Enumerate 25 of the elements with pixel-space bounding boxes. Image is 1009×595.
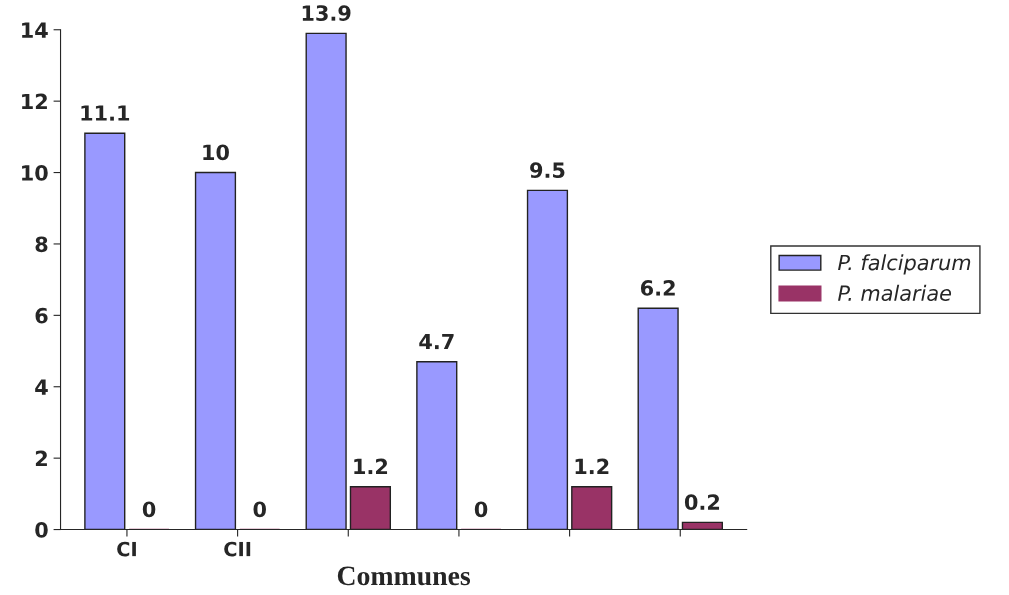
- data-label: 13.9: [302, 5, 351, 21]
- data-label: 1.2: [575, 458, 609, 475]
- x-tick-label: CII: [224, 541, 251, 557]
- data-label: 9.5: [530, 162, 565, 179]
- x-axis-title: Communes: [337, 566, 471, 586]
- legend-label: P. malariae: [838, 284, 952, 301]
- data-label: 6.2: [640, 280, 675, 296]
- data-label: 4.7: [419, 333, 454, 350]
- y-tick-label: 12: [22, 93, 47, 110]
- y-tick-label: 4: [35, 379, 48, 395]
- data-label: 0: [142, 501, 156, 518]
- y-tick-label: 14: [22, 22, 48, 38]
- data-label: 1.2: [354, 458, 388, 475]
- data-label: 10: [203, 144, 229, 161]
- y-tick-label: 2: [35, 450, 47, 467]
- y-tick-label: 0: [35, 522, 48, 538]
- data-label: 11.1: [81, 105, 130, 121]
- data-label: 0: [474, 501, 488, 518]
- data-label: 0: [253, 501, 266, 518]
- y-tick-label: 8: [35, 236, 48, 253]
- y-tick-label: 10: [22, 165, 48, 181]
- x-tick-label: CI: [117, 541, 136, 557]
- legend-label: P. falciparum: [838, 254, 971, 275]
- data-label: 0.2: [684, 494, 720, 511]
- y-tick-label: 6: [35, 307, 48, 324]
